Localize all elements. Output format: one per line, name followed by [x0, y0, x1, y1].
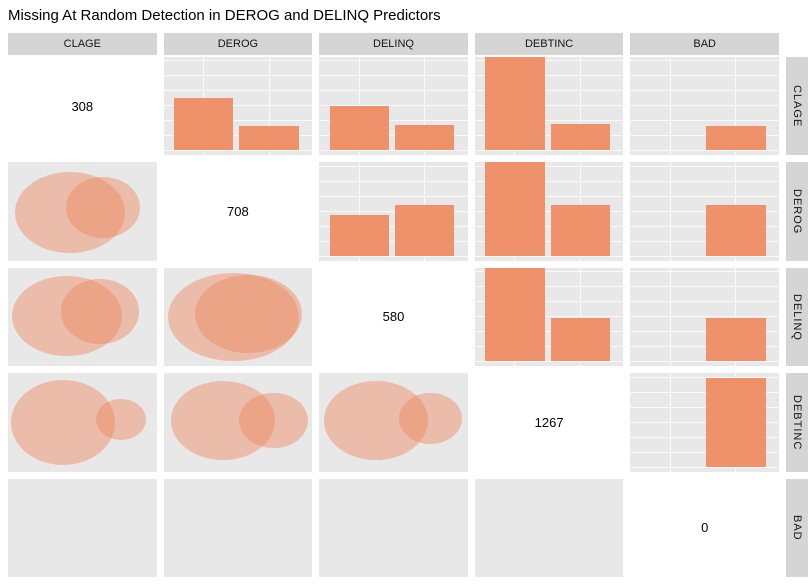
cell-DEROG-DEBTINC	[474, 162, 624, 261]
missing-count-label: 1267	[534, 414, 564, 430]
vertical-gridline	[735, 267, 737, 367]
bar	[485, 162, 545, 256]
cell-CLAGE-DEBTINC	[474, 57, 624, 156]
cell-DELINQ-DEBTINC	[474, 267, 624, 367]
vertical-gridline	[735, 57, 737, 156]
column-strip-DEROG: DEROG	[163, 33, 313, 55]
bar	[394, 204, 455, 256]
cell-DEBTINC-DEBTINC: 1267	[474, 373, 624, 472]
cell-DEBTINC-DELINQ	[319, 373, 468, 472]
bar	[706, 125, 766, 151]
cell-BAD-DEROG	[163, 478, 313, 577]
cell-DEROG-DEROG: 708	[163, 162, 313, 261]
ellipse	[12, 275, 123, 357]
bar	[329, 214, 390, 256]
missing-count-label: 708	[227, 204, 249, 220]
cell-BAD-BAD: 0	[630, 478, 779, 577]
missing-count-label: 0	[701, 520, 709, 536]
column-strip-CLAGE: CLAGE	[8, 33, 157, 55]
vertical-gridline	[424, 57, 426, 156]
cell-DELINQ-BAD	[630, 267, 779, 367]
bar	[485, 57, 545, 151]
ellipse	[323, 381, 428, 460]
vertical-gridline	[268, 57, 270, 156]
bar	[550, 204, 611, 256]
ellipse	[15, 172, 126, 253]
vertical-gridline	[670, 57, 671, 156]
ellipse	[239, 392, 308, 448]
row-strip-CLAGE: CLAGE	[786, 57, 808, 156]
missing-count-label: 308	[71, 98, 94, 114]
column-strip-DELINQ: DELINQ	[319, 33, 468, 55]
row-strip-DELINQ: DELINQ	[786, 267, 808, 367]
bar	[550, 123, 611, 151]
vertical-gridline	[579, 57, 581, 156]
header-corner-spacer	[786, 33, 808, 55]
cell-CLAGE-DEROG	[163, 57, 313, 156]
vertical-gridline	[670, 162, 671, 261]
ellipse	[10, 380, 115, 465]
bar	[173, 98, 234, 151]
ellipse	[95, 398, 147, 441]
cell-DEBTINC-DEROG	[163, 373, 313, 472]
vertical-gridline	[358, 162, 360, 261]
bar	[239, 125, 299, 151]
vertical-gridline	[670, 267, 671, 367]
vertical-gridline	[358, 57, 360, 156]
column-strip-BAD: BAD	[630, 33, 779, 55]
bar	[706, 318, 766, 362]
matrix-body: 308 CLAGE 708 DEROG 580 DELINQ 1267 DEBTINC 0 BAD	[8, 57, 808, 577]
ellipse	[61, 278, 139, 344]
cell-DELINQ-CLAGE	[8, 267, 157, 367]
matrix-header: CLAGE DEROG DELINQ DEBTINC BAD	[8, 33, 808, 55]
cell-DELINQ-DEROG	[163, 267, 313, 367]
ellipse	[194, 274, 302, 354]
bar	[329, 106, 390, 151]
ellipse	[399, 392, 462, 445]
cell-DEBTINC-CLAGE	[8, 373, 157, 472]
chart-title: Missing At Random Detection in DEROG and…	[8, 7, 441, 24]
cell-DELINQ-DELINQ: 580	[319, 267, 468, 367]
cell-CLAGE-CLAGE: 308	[8, 57, 157, 156]
row-strip-DEROG: DEROG	[786, 162, 808, 261]
bar	[394, 124, 455, 151]
cell-DEROG-BAD	[630, 162, 779, 261]
bar	[706, 204, 766, 256]
cell-CLAGE-DELINQ	[319, 57, 468, 156]
ellipse	[171, 381, 276, 460]
bar	[706, 378, 766, 467]
row-strip-DEBTINC: DEBTINC	[786, 373, 808, 472]
vertical-gridline	[579, 267, 581, 367]
cell-DEBTINC-BAD	[630, 373, 779, 472]
ellipse	[65, 177, 141, 239]
bar	[550, 318, 611, 362]
column-strip-DEBTINC: DEBTINC	[474, 33, 624, 55]
cell-CLAGE-BAD	[630, 57, 779, 156]
cell-DEROG-CLAGE	[8, 162, 157, 261]
vertical-gridline	[670, 373, 671, 472]
row-strip-BAD: BAD	[786, 478, 808, 577]
cell-BAD-DELINQ	[319, 478, 468, 577]
cell-BAD-CLAGE	[8, 478, 157, 577]
missing-count-label: 580	[382, 309, 405, 325]
cell-DEROG-DELINQ	[319, 162, 468, 261]
ellipse	[168, 272, 299, 362]
cell-BAD-DEBTINC	[474, 478, 624, 577]
bar	[485, 267, 545, 362]
